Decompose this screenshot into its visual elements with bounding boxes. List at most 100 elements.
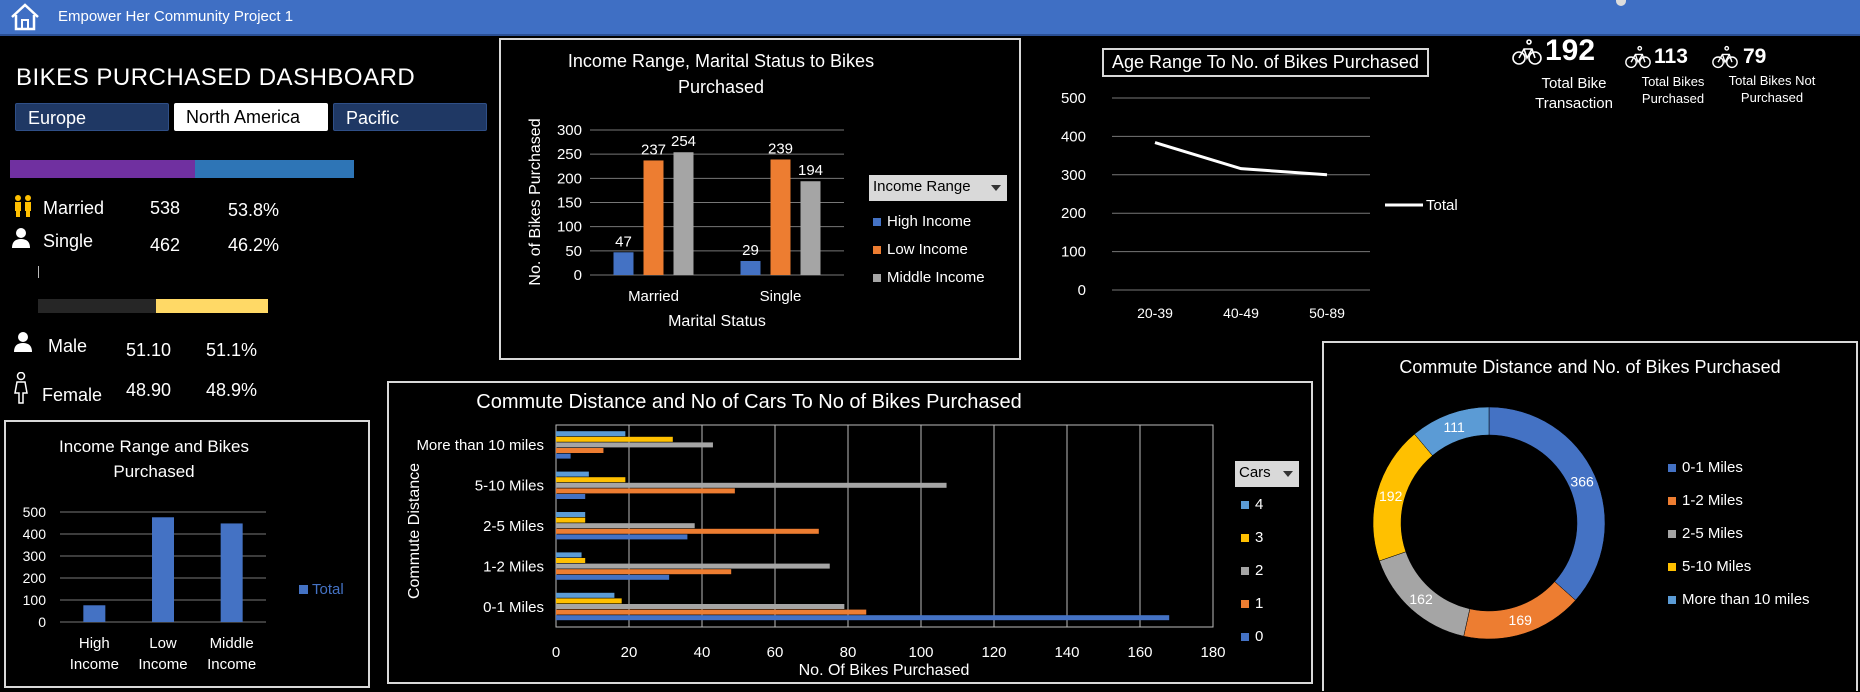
data-label: 194 [798, 162, 823, 179]
commute-cars-panel: Commute Distance and No of Cars To No of… [387, 381, 1313, 684]
y-tick-label: 250 [557, 146, 582, 163]
legend-swatch [1241, 567, 1249, 576]
age-chart-title: Age Range To No. of Bikes Purchased [1102, 48, 1429, 77]
data-label: 111 [1444, 419, 1465, 435]
male-pct: 51.1% [206, 340, 258, 360]
slicer-pacific[interactable]: Pacific [333, 103, 487, 131]
y-tick-label: 500 [23, 504, 47, 520]
legend-label: 2 [1255, 562, 1264, 579]
chart-title-line-2: Purchased [677, 77, 765, 97]
income-bikes-chart: 0 100 200 300 400 500 High Income Low Income Middl… [23, 504, 344, 673]
x-tick-label: 160 [1127, 644, 1152, 661]
legend-label: 0 [1255, 628, 1264, 645]
income-marital-panel: Income Range, Marital Status to Bikes Pu… [499, 38, 1021, 360]
single-share-bar [195, 160, 354, 178]
cars-filter-button[interactable]: Cars [1235, 461, 1299, 487]
bar [613, 252, 634, 275]
chart-title-line-2: Purchased [113, 462, 195, 481]
y-tick-label: 5-10 Miles [475, 478, 544, 495]
female-icon [12, 371, 30, 409]
slicer-north-america[interactable]: North America [174, 103, 328, 131]
female-share-bar [156, 299, 268, 313]
age-range-chart: 0 100 200 300 400 500 20-39 40-49 50-89 Total [1061, 90, 1458, 321]
window-handle[interactable] [1616, 0, 1626, 6]
y-tick-label: 0-1 Miles [483, 599, 544, 616]
data-label: 162 [1409, 591, 1433, 607]
y-tick-label: 300 [557, 122, 582, 139]
single-count: 462 [150, 235, 181, 255]
legend-label: Total [312, 581, 344, 598]
bar [556, 471, 589, 477]
income-range-filter-button[interactable]: Income Range [869, 175, 1007, 201]
legend-label: 1 [1255, 595, 1264, 612]
home-icon[interactable] [8, 1, 42, 38]
data-label: 169 [1509, 612, 1533, 628]
bar [556, 574, 670, 580]
female-pct: 48.9% [206, 380, 258, 400]
legend-swatch [1668, 563, 1676, 572]
male-icon [12, 331, 34, 358]
legend-swatch [873, 218, 881, 227]
legend-item: High Income [873, 213, 971, 230]
x-tick-label: Single [760, 288, 802, 305]
x-tick-label: 180 [1200, 644, 1225, 661]
bar [220, 523, 243, 622]
data-label: 237 [641, 141, 666, 158]
legend-swatch [1241, 600, 1249, 609]
y-tick-label: 2-5 Miles [483, 518, 544, 535]
legend-item: 2-5 Miles [1668, 525, 1743, 542]
legend-label: Total [1426, 197, 1458, 214]
x-tick-label: 50-89 [1309, 305, 1345, 321]
chart-title: Commute Distance and No. of Bikes Purcha… [1399, 357, 1781, 377]
x-tick-label: Low [149, 635, 177, 652]
chart-title: Income Range and Bikes Purchased [6, 434, 302, 484]
bicycle-icon [1625, 44, 1651, 75]
commute-donut-panel: Commute Distance and No. of Bikes Purcha… [1322, 341, 1858, 691]
dashboard-title: BIKES PURCHASED DASHBOARD [16, 64, 416, 91]
bar [556, 482, 947, 488]
bar [643, 160, 664, 275]
bar [740, 260, 761, 275]
legend-item: 0-1 Miles [1668, 459, 1743, 476]
legend-item: More than 10 miles [1668, 591, 1810, 608]
donut-slice [1463, 581, 1576, 640]
legend-swatch [1668, 464, 1676, 473]
legend-label: 5-10 Miles [1682, 558, 1752, 575]
male-share-bar [38, 299, 156, 313]
single-pct: 46.2% [228, 235, 280, 255]
x-axis-title: No. Of Bikes Purchased [799, 662, 970, 679]
bar [83, 605, 106, 622]
bicycle-icon [1512, 38, 1542, 71]
y-tick-label: 100 [1061, 244, 1086, 261]
legend-swatch [873, 246, 881, 255]
bar [556, 615, 1170, 621]
bar [556, 436, 673, 442]
bar [556, 528, 819, 534]
legend-label: High Income [887, 213, 972, 230]
donut-slice [1488, 406, 1606, 601]
cursor-mark [38, 266, 39, 278]
income-range-filter-label: Income Range [873, 178, 971, 195]
bar [556, 598, 622, 604]
bar [800, 181, 821, 275]
commute-cars-chart: 0 20 40 60 80 100 120 140 160 180 0-1 Miles 1-2 Mil… [406, 424, 1226, 679]
data-label: 254 [671, 133, 696, 150]
x-tick-label: 20-39 [1137, 305, 1173, 321]
legend-item: 2 [1241, 562, 1263, 579]
y-tick-label: 100 [557, 219, 582, 236]
donut-slice [1414, 406, 1490, 456]
y-tick-label: 50 [565, 243, 582, 260]
x-tick-label: Income [138, 656, 187, 673]
x-tick-label: Middle [210, 635, 254, 652]
y-tick-label: 200 [557, 170, 582, 187]
income-bikes-panel: Income Range and Bikes Purchased 0 100 200… [4, 420, 370, 688]
chart-title: Income Range, Marital Status to Bikes Pu… [501, 48, 941, 100]
data-label: 239 [768, 140, 793, 157]
x-tick-label: Income [207, 656, 256, 673]
series-line-total [1154, 141, 1328, 177]
x-tick-label: 80 [840, 644, 857, 661]
kpi-total-not-purchased: 79 [1743, 45, 1767, 68]
chart-title-line-1: Income Range and Bikes [59, 437, 249, 456]
slicer-europe[interactable]: Europe [15, 103, 169, 131]
bar [556, 512, 586, 517]
